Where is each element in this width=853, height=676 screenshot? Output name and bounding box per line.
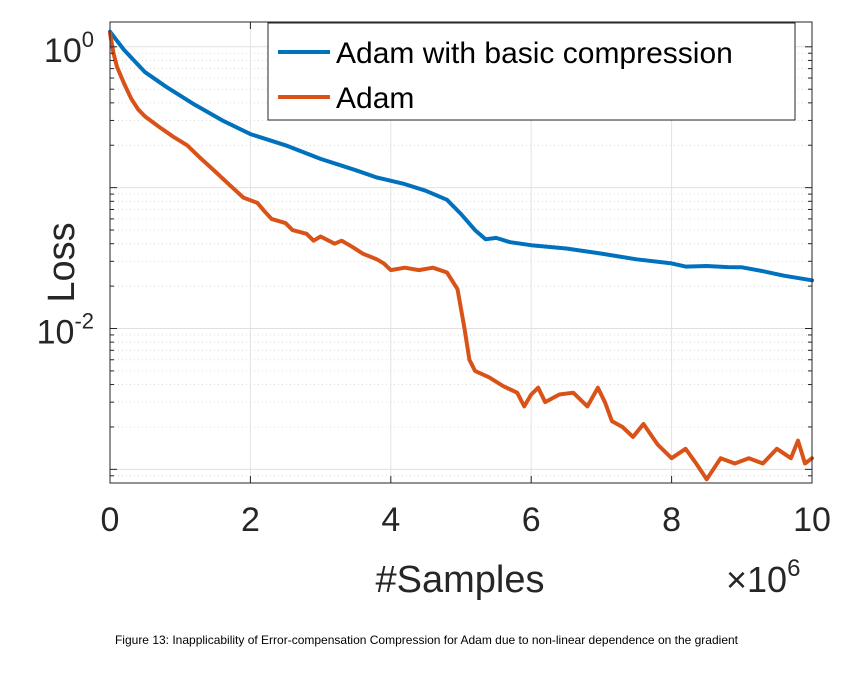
plot-frame [109,21,813,484]
x-tick-label: 6 [522,501,541,539]
y-tick-base: 10 [44,32,82,70]
x-tick-label: 10 [793,501,831,539]
series-line-1 [108,31,814,482]
multiplier-sign: × [726,559,747,600]
x-tick-label: 8 [662,501,681,539]
figure-caption: Figure 13: Inapplicability of Error-comp… [114,633,739,647]
series-line-0 [108,29,814,283]
y-tick-exponent: 0 [82,27,94,52]
legend-box [267,22,796,121]
series-lines [108,29,814,482]
x-tick-label: 0 [101,501,120,539]
x-tick-label: 2 [241,501,260,539]
x-axis-label: #Samples [376,559,545,601]
multiplier-base: 10 [747,559,787,600]
y-axis-label: Loss [41,222,83,302]
legend: Adam with basic compression Adam [267,22,796,121]
y-tick-label: 10-2 [37,309,94,352]
x-tick-label: 4 [381,501,400,539]
y-tick-exponent: -2 [74,309,94,334]
legend-label-adam-basic-compression: Adam with basic compression [336,37,733,70]
legend-label-adam: Adam [336,82,414,115]
y-tick-base: 10 [37,314,75,352]
y-tick-label: 100 [44,27,94,70]
multiplier-exponent: 6 [787,555,800,582]
x-axis-multiplier: ×106 [726,555,800,600]
